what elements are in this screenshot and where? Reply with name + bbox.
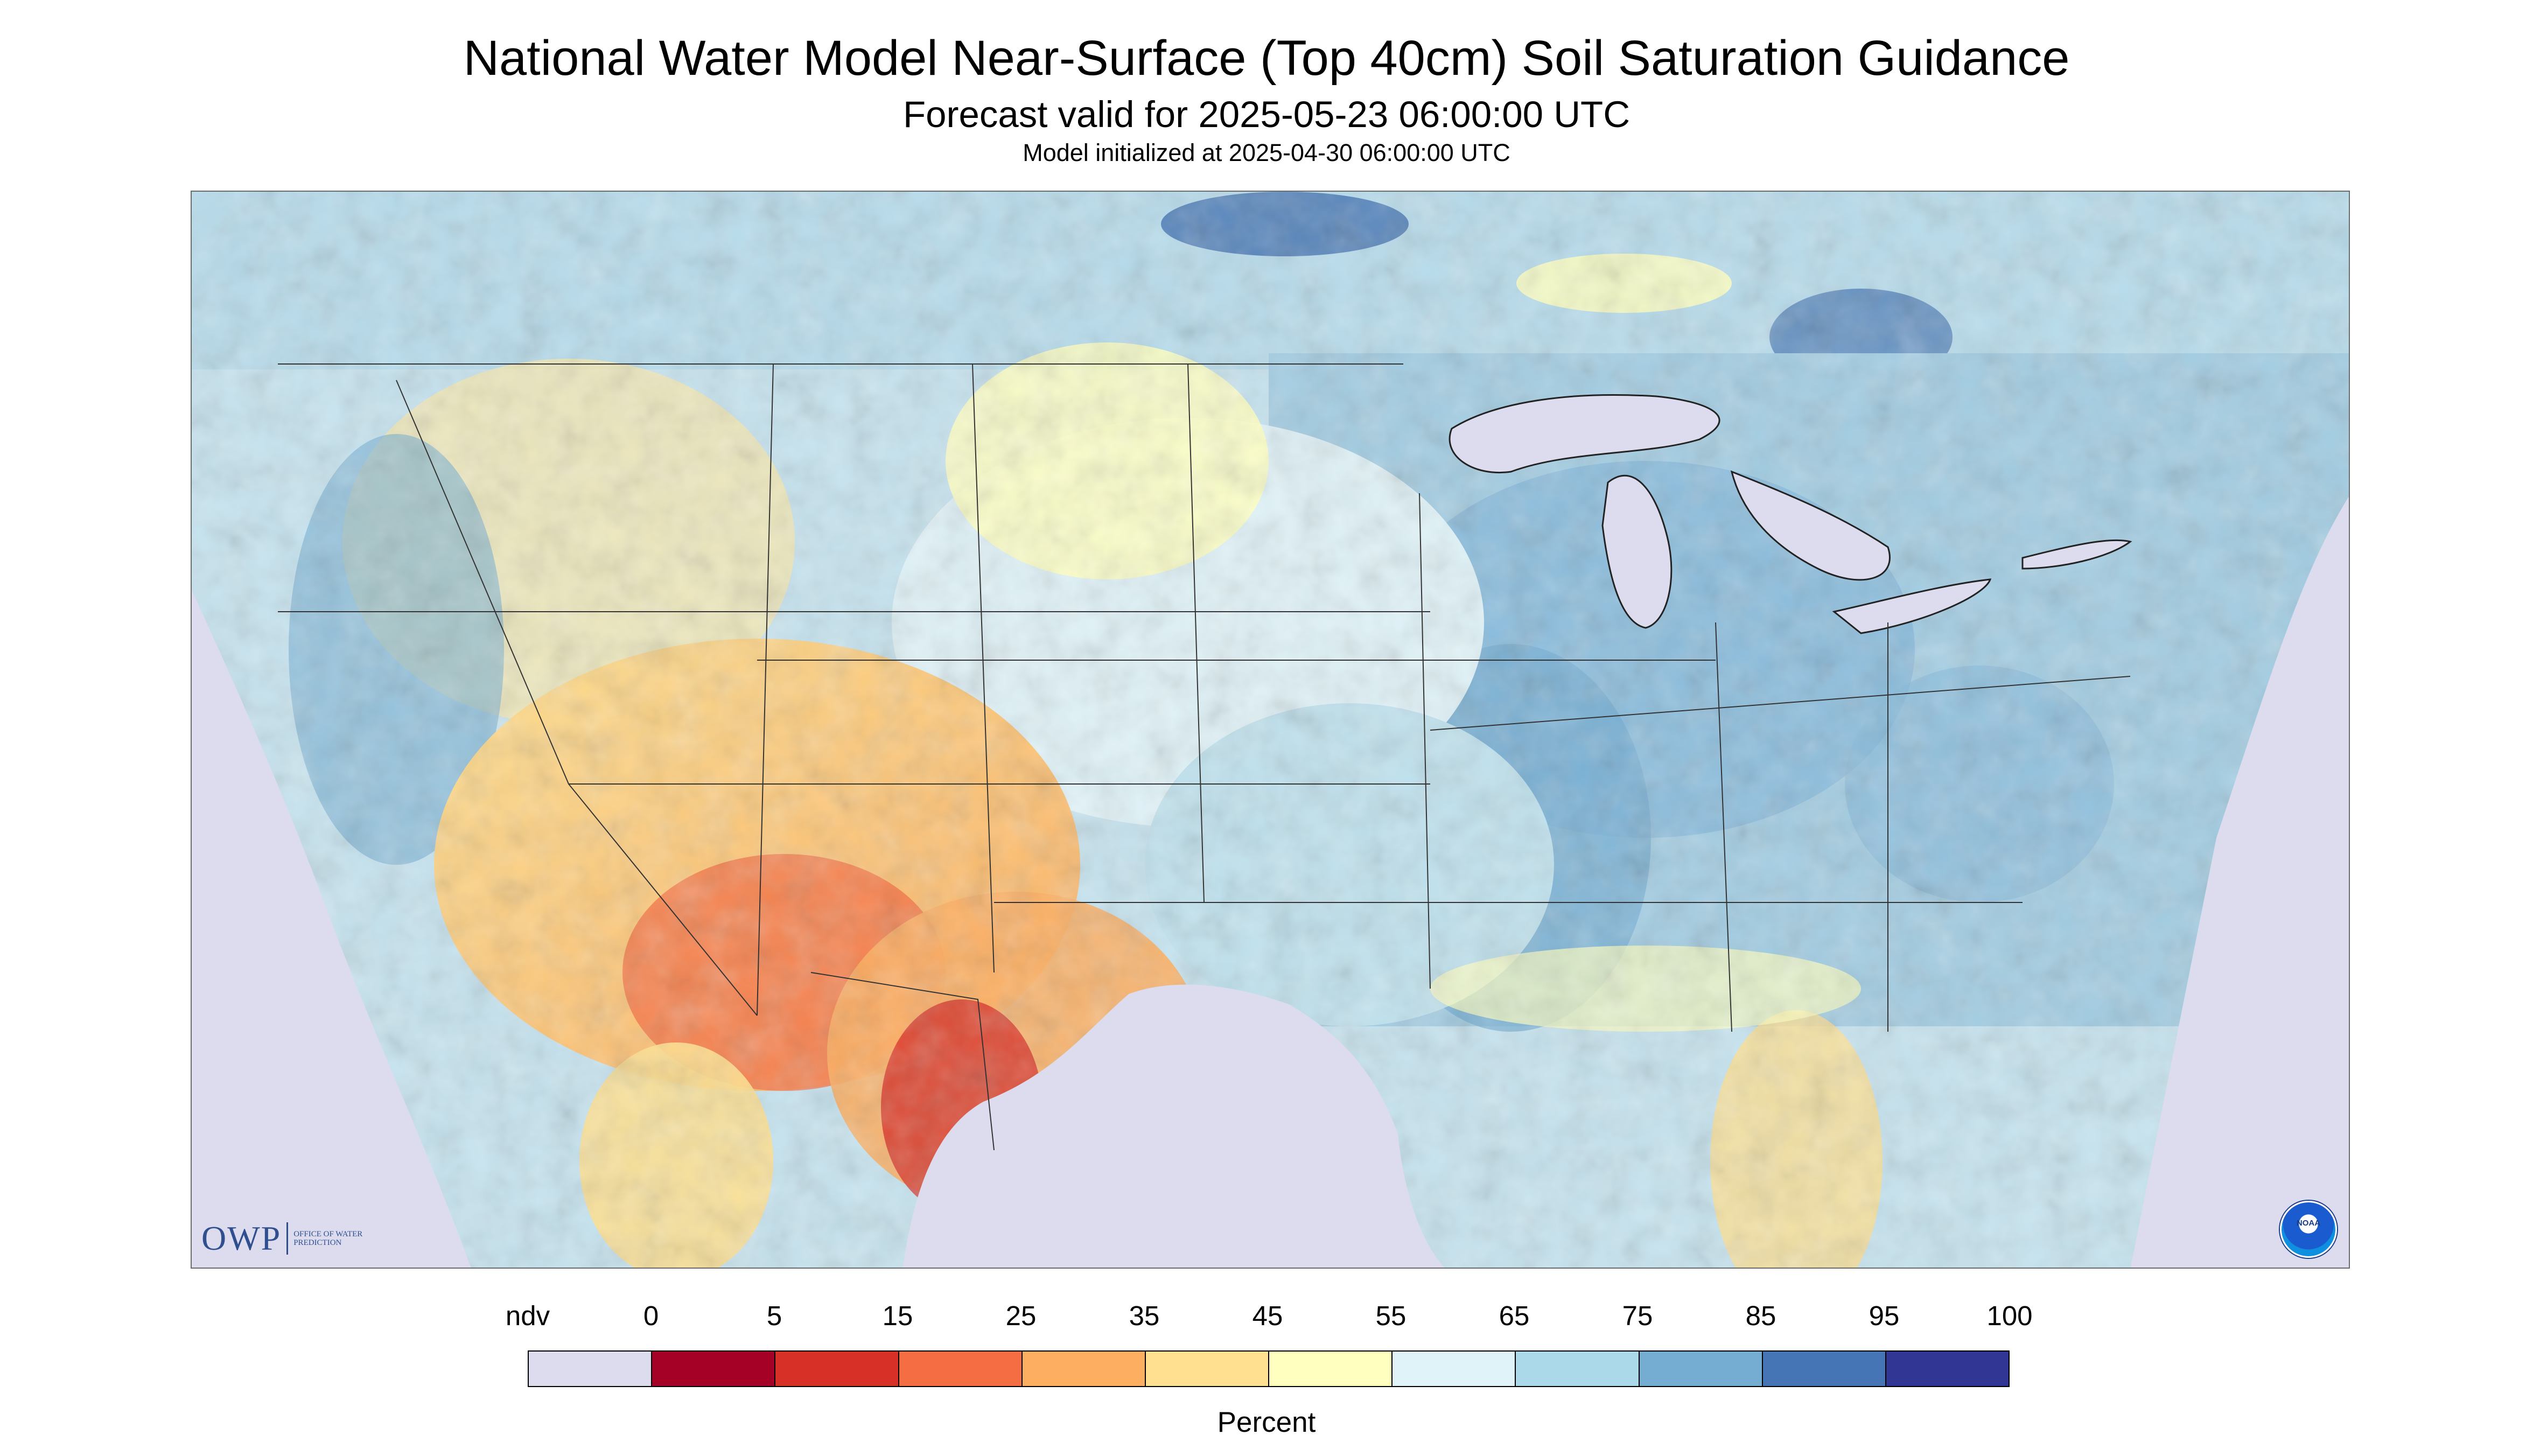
colorbar-swatch-5-15 [775,1352,899,1386]
colorbar-swatch-35-45 [1145,1352,1270,1386]
colorbar [528,1350,2010,1387]
colorbar-label-15: 15 [882,1300,913,1331]
colorbar-swatch-25-35 [1022,1352,1146,1386]
colorbar-swatch-65-75 [1516,1352,1640,1386]
owp-logo-divider [286,1222,289,1255]
colorbar-swatch-55-65 [1393,1352,1516,1386]
model-init-time: Model initialized at 2025-04-30 06:00:00… [1023,139,1510,166]
owp-logo: OWP Office of Water Prediction [201,1217,374,1260]
colorbar-tick-labels: ndv 0 5 15 25 35 45 55 65 75 85 95 100 [0,1302,2533,1334]
colorbar-label-ndv: ndv [505,1300,550,1331]
colorbar-swatch-85-95 [1762,1352,1886,1386]
colorbar-title: Percent [1217,1406,1316,1438]
colorbar-label-25: 25 [1005,1300,1037,1331]
colorbar-swatch-75-85 [1639,1352,1763,1386]
colorbar-swatch-0-5 [652,1352,776,1386]
colorbar-swatch-45-55 [1269,1352,1393,1386]
owp-logo-name: Office of Water Prediction [293,1230,363,1247]
land-saturation-field [192,192,2349,1268]
colorbar-swatch-ndv [529,1352,653,1386]
map-canvas [192,192,2349,1268]
noaa-logo-label: NOAA [2296,1219,2321,1228]
colorbar-label-55: 55 [1375,1300,1407,1331]
noaa-logo: NOAA [2280,1201,2337,1258]
forecast-valid-time: Forecast valid for 2025-05-23 06:00:00 U… [902,94,1631,135]
colorbar-label-65: 65 [1499,1300,1530,1331]
map-title: National Water Model Near-Surface (Top 4… [463,31,2070,86]
colorbar-label-95: 95 [1869,1300,1900,1331]
soil-saturation-map: OWP Office of Water Prediction NOAA [191,191,2350,1269]
colorbar-label-35: 35 [1129,1300,1160,1331]
colorbar-label-45: 45 [1252,1300,1283,1331]
colorbar-label-85: 85 [1745,1300,1776,1331]
colorbar-label-100: 100 [1986,1300,2033,1331]
colorbar-swatch-95-100 [1886,1352,2009,1386]
colorbar-swatch-15-25 [899,1352,1023,1386]
state-boundaries [278,363,2131,1151]
great-lakes [1449,394,2132,634]
colorbar-label-0: 0 [643,1300,659,1331]
colorbar-label-5: 5 [766,1300,782,1331]
colorbar-label-75: 75 [1622,1300,1653,1331]
owp-logo-mark: OWP [201,1219,282,1257]
